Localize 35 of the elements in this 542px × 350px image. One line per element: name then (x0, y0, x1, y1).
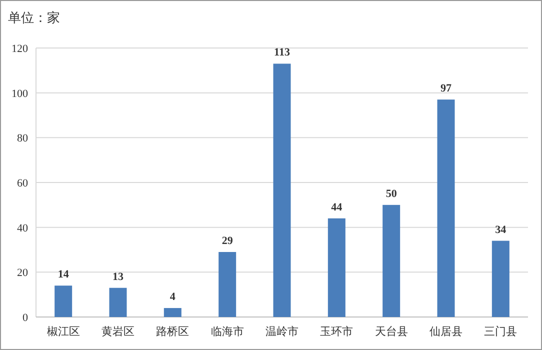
y-tick-label: 40 (17, 222, 28, 234)
chart-title: 单位：家 (8, 10, 60, 25)
y-tick-label: 120 (12, 43, 28, 55)
x-tick-label: 玉环市 (320, 325, 354, 338)
bar (437, 100, 455, 317)
data-label: 4 (170, 291, 176, 304)
x-tick-label: 椒江区 (46, 326, 80, 338)
bar (54, 286, 72, 317)
x-tick-label: 路桥区 (156, 326, 190, 338)
y-tick-label: 100 (12, 88, 28, 100)
x-tick-label: 临海市 (210, 325, 244, 338)
bar (109, 288, 127, 317)
x-tick-label: 天台县 (374, 325, 408, 338)
data-label: 113 (274, 46, 290, 59)
y-tick-label: 0 (22, 312, 28, 324)
data-label: 34 (495, 224, 507, 236)
x-tick-label: 黄岩区 (102, 325, 134, 338)
data-label: 13 (112, 270, 124, 283)
data-label: 97 (440, 82, 452, 95)
x-tick-label: 温岭市 (266, 325, 298, 338)
bar (492, 240, 510, 317)
y-tick-label: 20 (17, 267, 28, 280)
bar (164, 308, 182, 317)
y-tick-label: 80 (17, 132, 28, 145)
data-label: 50 (386, 188, 398, 200)
y-tick-label: 60 (17, 178, 28, 190)
bar (218, 252, 236, 317)
bar (273, 64, 291, 317)
data-label: 44 (331, 201, 343, 214)
x-tick-label: 仙居县 (430, 326, 462, 338)
x-tick-label: 三门县 (484, 325, 518, 338)
bar (382, 204, 400, 317)
bar (328, 218, 346, 317)
data-label: 14 (58, 268, 70, 281)
data-label: 29 (222, 234, 234, 247)
